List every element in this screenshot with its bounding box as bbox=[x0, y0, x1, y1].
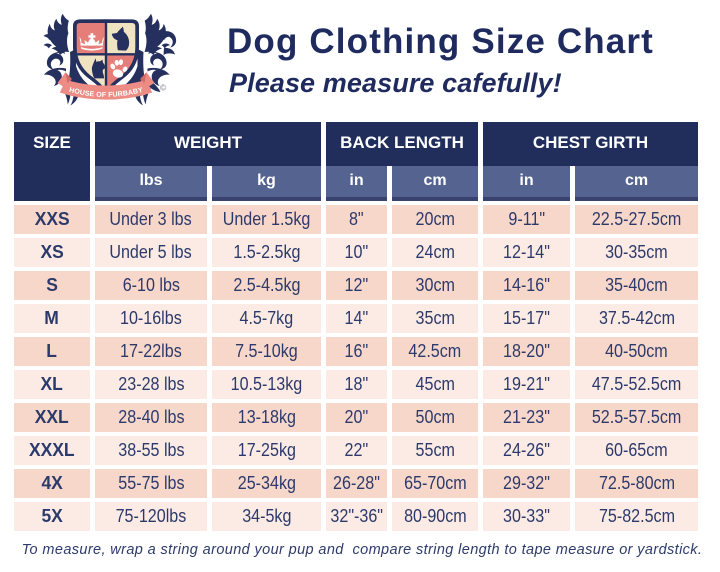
svg-text:©: © bbox=[160, 83, 167, 93]
